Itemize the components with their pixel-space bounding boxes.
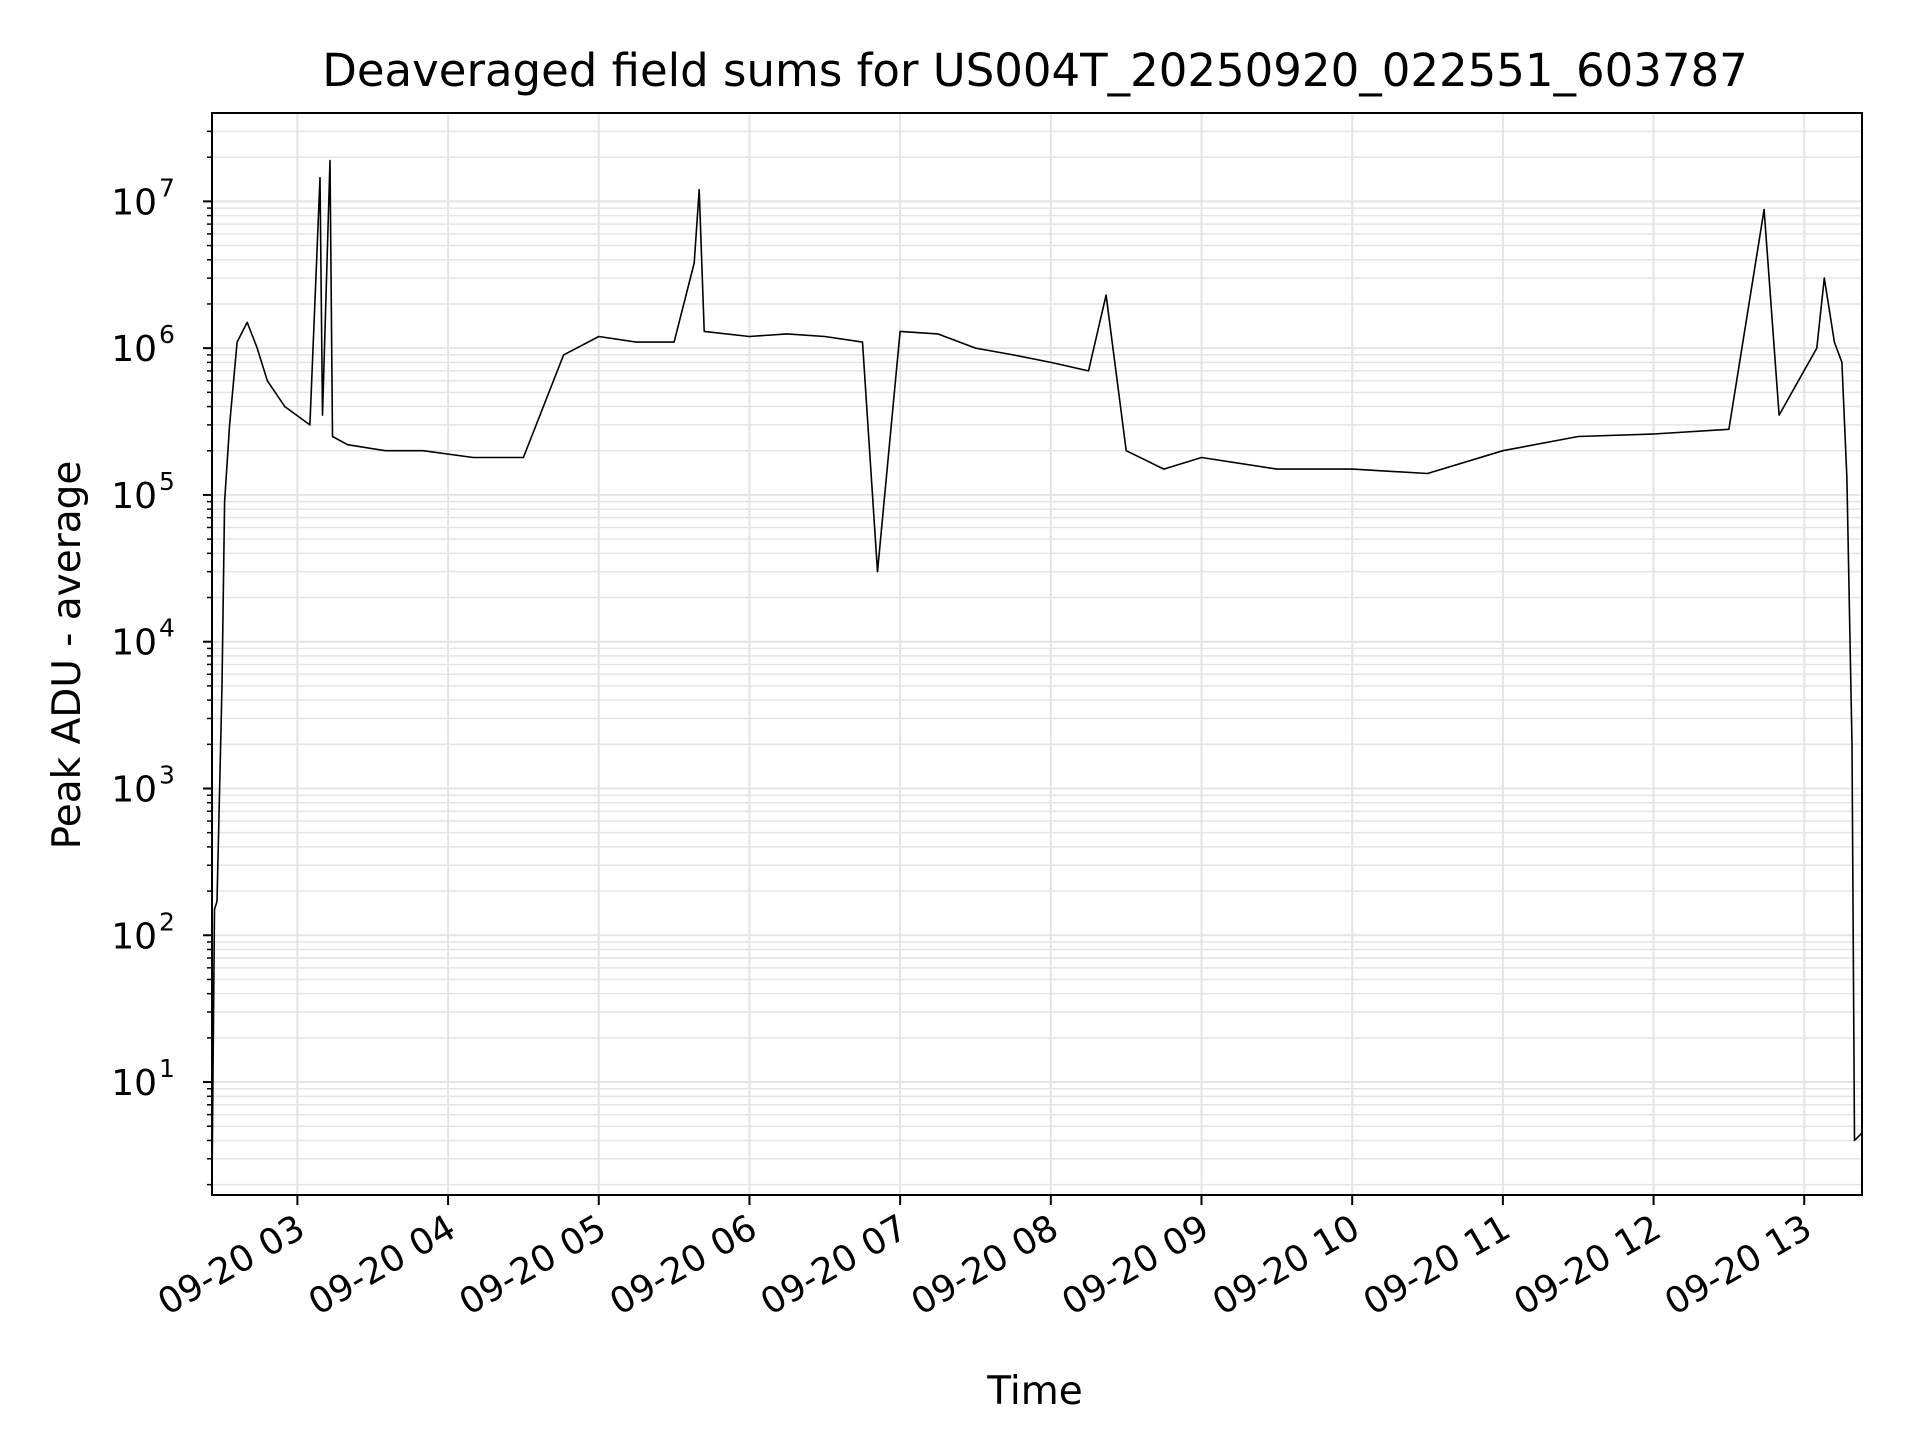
chart-title: Deaveraged field sums for US004T_2025092… bbox=[322, 44, 1748, 97]
plot-frame bbox=[211, 112, 1863, 1196]
grid-layer bbox=[212, 113, 1862, 1195]
y-tick-label: 10 bbox=[111, 769, 157, 810]
series-line-0 bbox=[211, 159, 1863, 1185]
y-tick-label: 10 bbox=[111, 476, 157, 517]
y-tick-exponent: 6 bbox=[159, 320, 175, 349]
y-tick-exponent: 5 bbox=[159, 467, 175, 496]
y-tick-exponent: 3 bbox=[159, 760, 175, 789]
y-tick-label: 10 bbox=[111, 182, 157, 223]
y-tick-exponent: 2 bbox=[159, 907, 175, 936]
y-tick-label: 10 bbox=[111, 623, 157, 664]
y-tick-exponent: 4 bbox=[159, 614, 175, 643]
x-axis-label: Time bbox=[986, 1369, 1082, 1414]
y-axis-label: Peak ADU - average bbox=[45, 461, 90, 850]
data-layer bbox=[211, 159, 1863, 1185]
y-tick-exponent: 7 bbox=[159, 173, 175, 202]
y-tick-label: 10 bbox=[111, 916, 157, 957]
y-tick-exponent: 1 bbox=[159, 1054, 175, 1083]
y-tick-label: 10 bbox=[111, 1063, 157, 1104]
y-tick-label: 10 bbox=[111, 329, 157, 370]
